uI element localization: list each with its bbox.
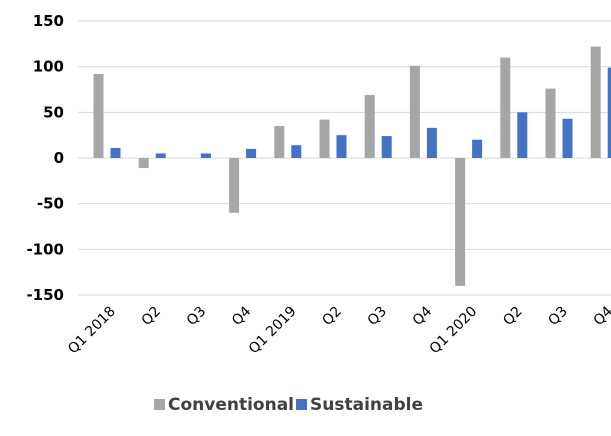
bar-sustainable [291,145,302,158]
x-tick-label: Q2 [139,304,164,329]
bar-sustainable [246,148,257,158]
x-tick-label: Q3 [365,304,390,329]
bar-sustainable [517,112,528,158]
legend-swatch-conventional [154,399,165,410]
bar-conventional [455,158,466,286]
bar-sustainable [381,136,392,158]
x-tick-label: Q4 [229,303,254,328]
bar-conventional [229,158,240,213]
y-tick-label: -100 [26,240,64,258]
bar-sustainable [562,118,573,158]
bar-conventional [545,88,556,158]
bar-sustainable [200,153,211,158]
bar-conventional [319,119,330,158]
bar-conventional [409,65,420,158]
y-tick-label: -150 [26,286,64,304]
x-tick-label: Q1 2019 [246,304,300,358]
legend: Conventional Sustainable [154,395,423,415]
y-tick-label: -50 [37,195,64,213]
y-tick-label: 150 [33,12,64,30]
bar-sustainable [336,135,347,158]
bar-conventional [364,94,375,158]
bar-conventional [93,73,104,158]
legend-label-conventional: Conventional [168,395,294,415]
x-tick-label: Q4 [410,303,435,328]
y-tick-label: 0 [54,149,64,167]
x-tick-label: Q1 2020 [427,304,481,358]
bars [93,46,611,286]
x-tick-label: Q4 [591,303,611,328]
bar-conventional [500,57,511,158]
legend-swatch-sustainable [296,399,307,410]
x-tick-label: Q3 [184,304,209,329]
bar-sustainable [426,127,437,158]
legend-label-sustainable: Sustainable [310,395,423,415]
x-tick-label: Q2 [500,304,525,329]
bar-conventional [274,126,285,158]
bar-sustainable [472,139,483,158]
bar-conventional [138,158,149,169]
y-axis: -150 -100 -50 0 50 100 150 [26,12,64,304]
x-tick-label: Q2 [319,304,344,329]
bar-sustainable [110,147,121,158]
bar-conventional [590,46,601,158]
y-tick-label: 100 [33,58,64,76]
x-tick-label: Q3 [545,304,570,329]
x-tick-label: Q1 2018 [65,304,119,358]
bar-sustainable [155,153,166,158]
y-tick-label: 50 [43,103,64,121]
gridlines [78,20,611,296]
bar-sustainable [607,67,611,158]
